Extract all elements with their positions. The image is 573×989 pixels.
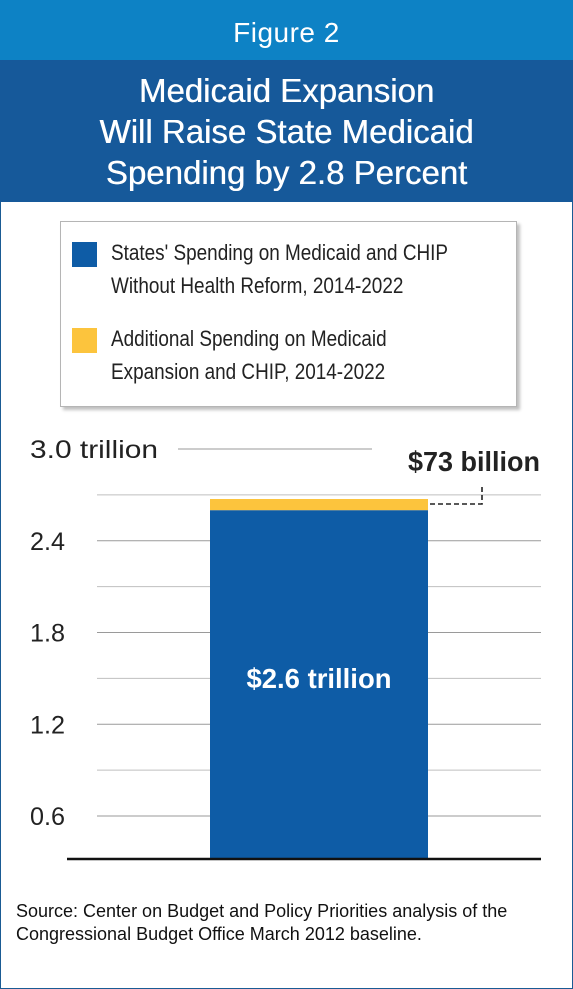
chart-title: Medicaid Expansion Will Raise State Medi… (0, 60, 573, 202)
y-tick-label: 1.2 (30, 711, 65, 739)
title-line-3: Spending by 2.8 Percent (105, 154, 468, 191)
legend-text-baseline: States' Spending on Medicaid and CHIP Wi… (111, 236, 455, 302)
legend-swatch-additional (72, 328, 97, 353)
y-tick-label: 0.6 (30, 803, 65, 831)
legend-swatch-baseline (72, 242, 97, 267)
annotation-73-billion: $73 billion (408, 446, 540, 477)
legend: States' Spending on Medicaid and CHIP Wi… (60, 221, 517, 407)
title-line-2: Will Raise State Medicaid (99, 113, 474, 150)
title-line-1: Medicaid Expansion (138, 72, 435, 109)
y-tick-label: 2.4 (30, 528, 65, 556)
legend-text-additional-line2: Expansion and CHIP, 2014-2022 (111, 359, 386, 384)
annotation-leader-line (430, 484, 483, 505)
legend-text-baseline-line1: States' Spending on Medicaid and CHIP (111, 240, 449, 265)
chart-svg: 0.6 1.2 1.8 2.4 3.0 trillion $2.6 trillion $73… (30, 436, 541, 861)
y-tick-label: 3.0 trillion (30, 436, 158, 464)
legend-text-additional-line1: Additional Spending on Medicaid (111, 326, 387, 351)
bar-additional-spending (210, 499, 428, 511)
bar-value-label: $2.6 trillion (247, 663, 392, 694)
source-note: Source: Center on Budget and Policy Prio… (16, 901, 508, 944)
bar-baseline-spending (210, 510, 428, 859)
legend-text-additional: Additional Spending on Medicaid Expansio… (111, 322, 455, 388)
y-tick-label: 1.8 (30, 620, 65, 648)
figure-label: Figure 2 (0, 0, 573, 60)
legend-text-baseline-line2: Without Health Reform, 2014-2022 (111, 273, 404, 298)
